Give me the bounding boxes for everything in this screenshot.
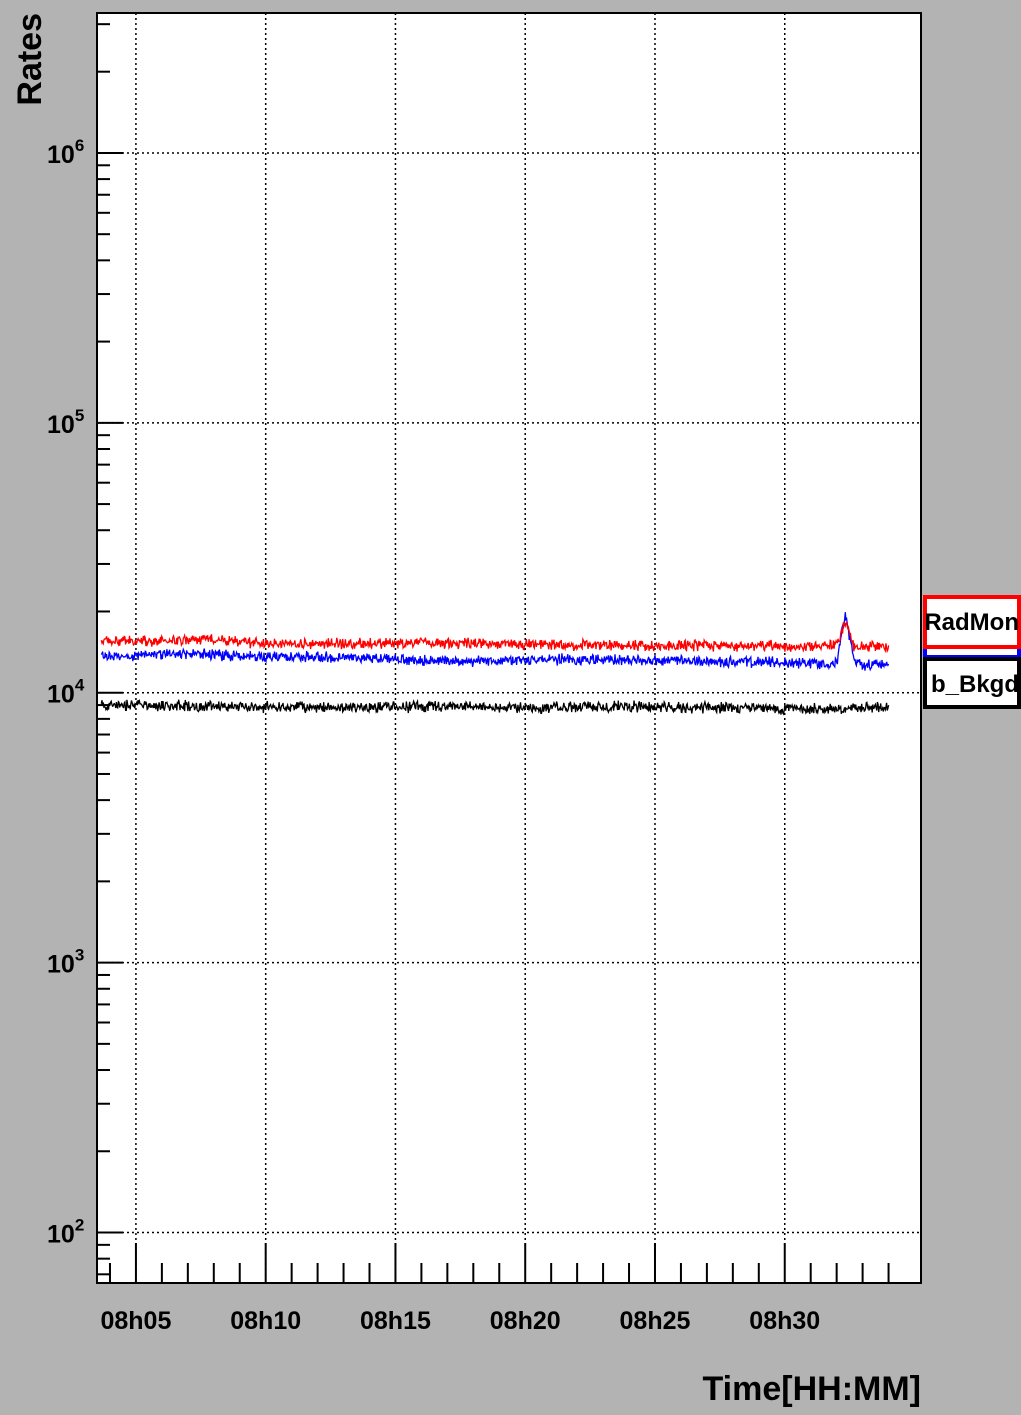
y-tick-base: 10 [47, 681, 75, 709]
x-tick-label: 08h30 [749, 1307, 820, 1335]
legend-label: b_Bkgd [931, 671, 1019, 698]
y-tick-exponent: 5 [75, 406, 84, 425]
y-tick-label: 103 [47, 946, 84, 979]
x-tick-label: 08h05 [100, 1307, 171, 1335]
legend-entry: b_Bkgd [923, 657, 1021, 709]
series-line-0 [100, 620, 890, 654]
x-tick-label: 08h10 [230, 1307, 301, 1335]
y-tick-base: 10 [47, 141, 75, 169]
axes: 08h05 08h10 08h15 08h20 08h25 08h301021031041… [47, 23, 890, 1335]
legend-label: RadMon [924, 609, 1019, 636]
series-line-2 [100, 698, 890, 716]
grid [97, 13, 921, 1283]
y-tick-base: 10 [47, 411, 75, 439]
y-tick-exponent: 4 [75, 676, 85, 695]
series-line-1 [100, 612, 890, 672]
x-tick-label: 08h20 [490, 1307, 561, 1335]
x-tick-label: 08h15 [360, 1307, 431, 1335]
y-tick-base: 10 [47, 1221, 75, 1249]
legend-entry: RadMon [923, 595, 1021, 649]
y-tick-exponent: 6 [75, 136, 84, 155]
y-tick-label: 104 [47, 676, 85, 709]
x-axis-label: Time[HH:MM] [703, 1370, 921, 1408]
y-tick-base: 10 [47, 951, 75, 979]
legend-box [923, 657, 1021, 709]
series-layer [100, 612, 890, 716]
y-tick-label: 105 [47, 406, 84, 439]
legend-box [923, 595, 1021, 649]
y-tick-exponent: 2 [75, 1216, 84, 1235]
y-axis-label: Rates [11, 13, 49, 106]
y-tick-exponent: 3 [75, 946, 84, 965]
x-tick-label: 08h25 [620, 1307, 691, 1335]
y-tick-label: 106 [47, 136, 84, 169]
y-tick-label: 102 [47, 1216, 84, 1249]
